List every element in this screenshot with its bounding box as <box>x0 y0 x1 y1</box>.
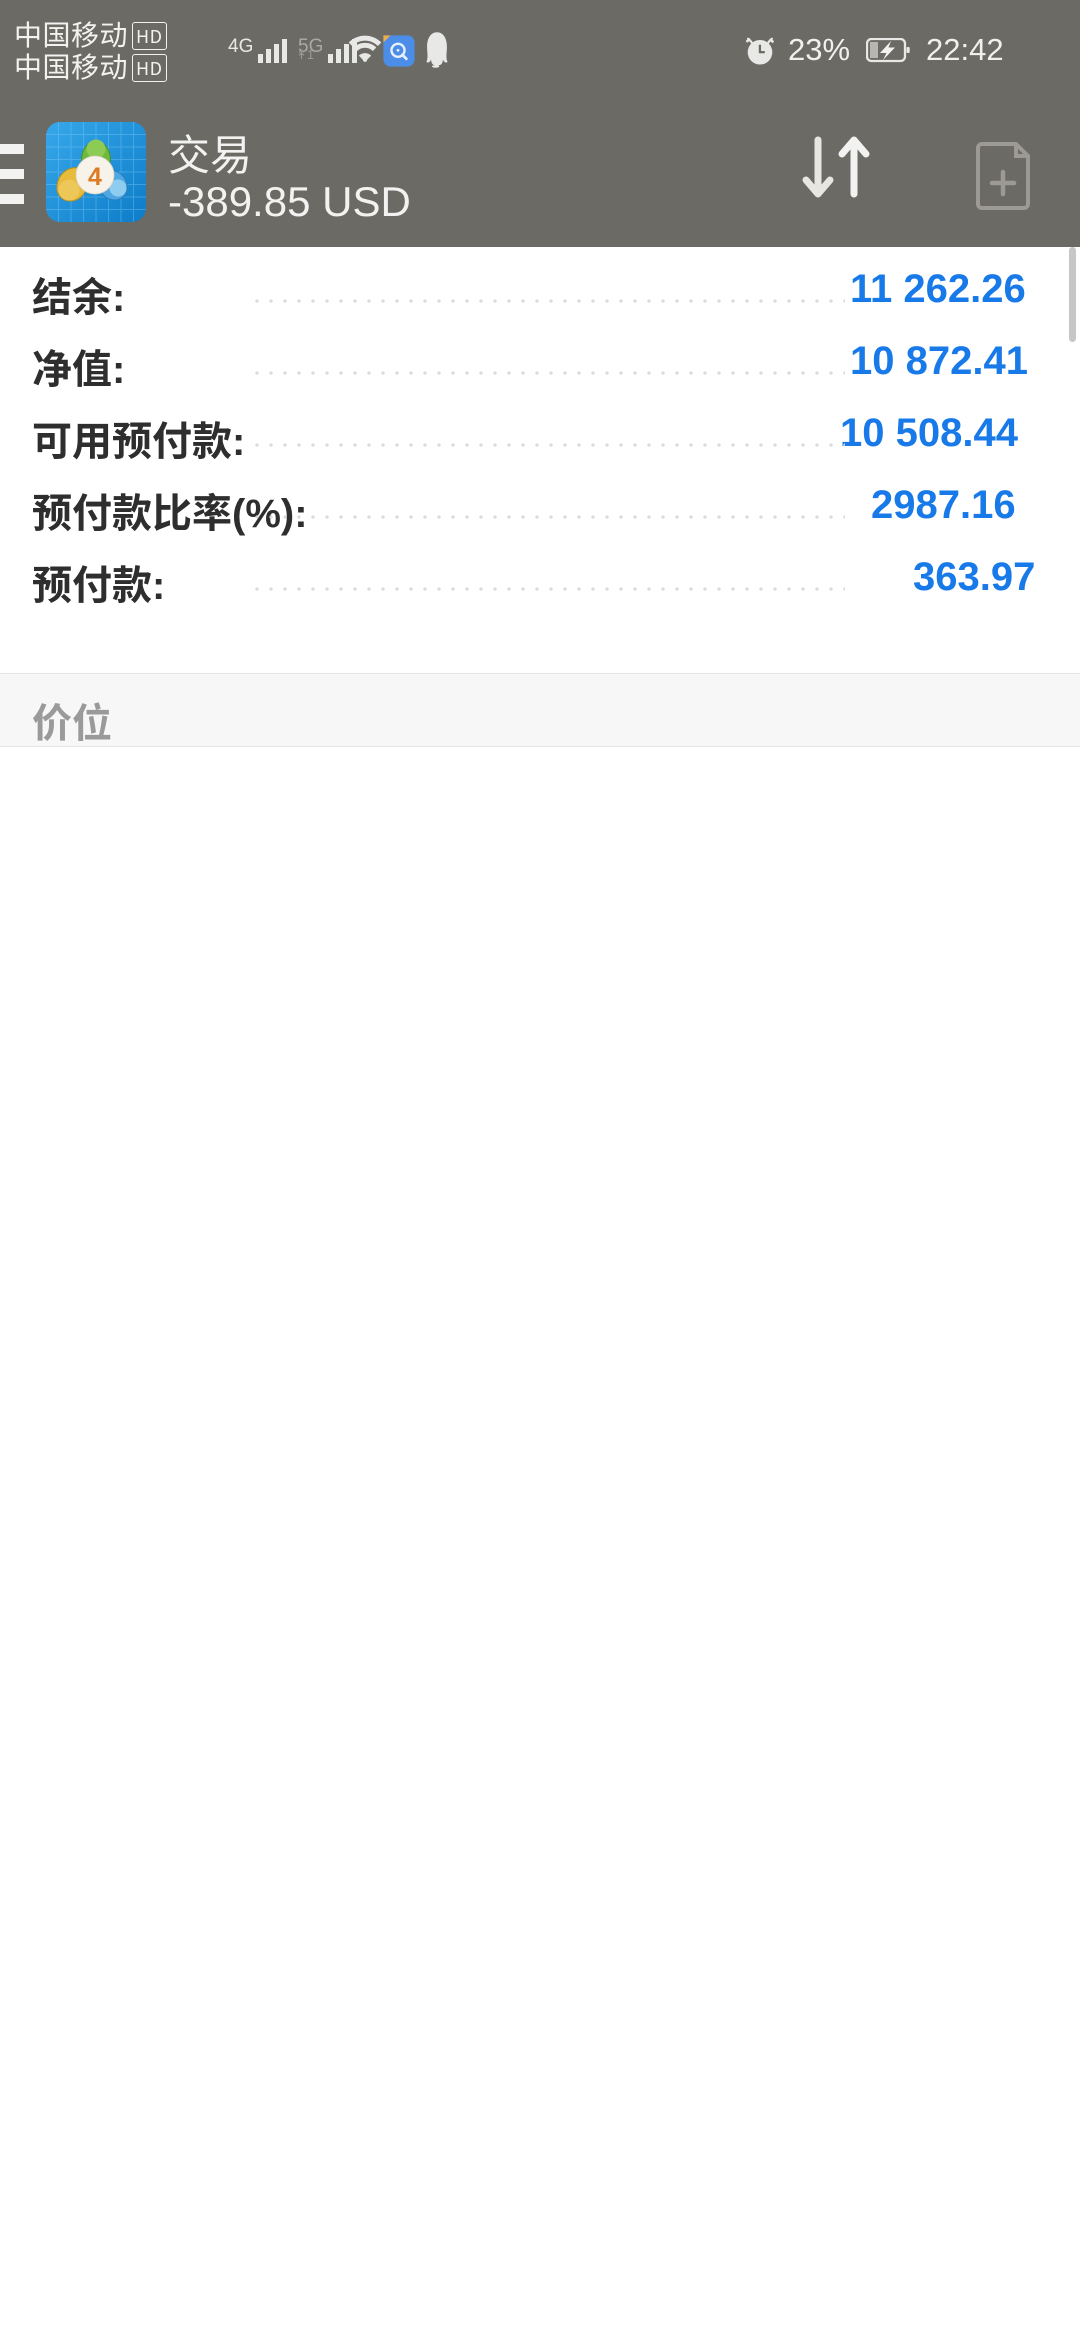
svg-text:↟1: ↟1 <box>296 47 314 62</box>
svg-text:4G: 4G <box>228 36 253 57</box>
svg-text:4: 4 <box>88 163 102 191</box>
